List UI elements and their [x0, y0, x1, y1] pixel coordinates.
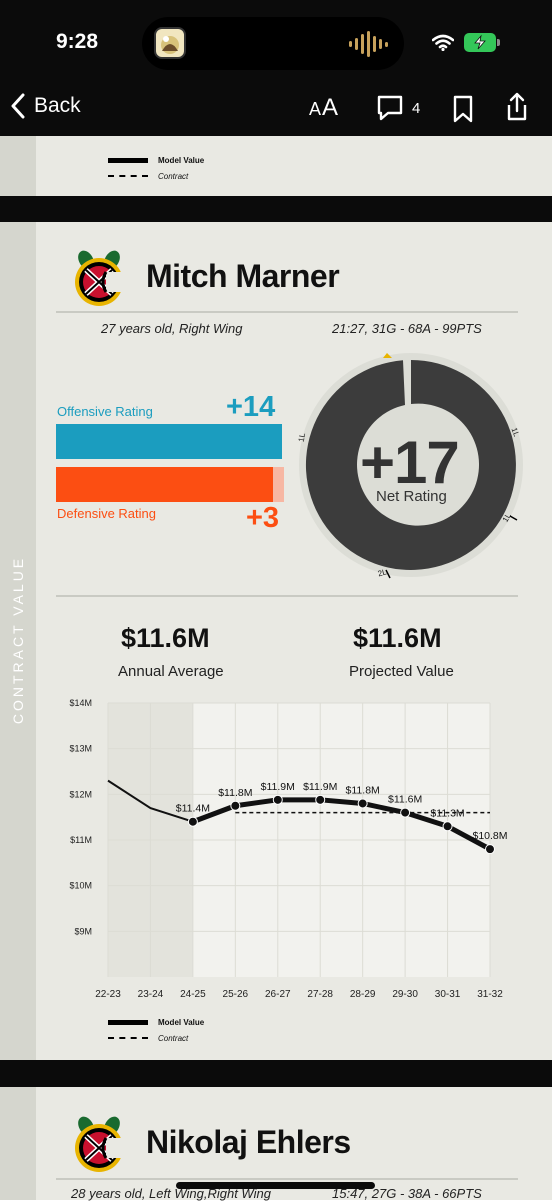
svg-text:2L: 2L	[377, 567, 388, 578]
projected-value: $11.6M	[353, 623, 442, 653]
nav-bar: Back AA 4	[0, 82, 552, 136]
player-bio: 27 years old, Right Wing	[101, 321, 243, 336]
svg-text:1L: 1L	[298, 432, 307, 443]
svg-text:1L: 1L	[510, 426, 522, 438]
legend-model-value: Model Value	[158, 155, 205, 165]
contract-value-side-label: CONTRACT VALUE	[10, 555, 26, 725]
team-logo-icon	[75, 1116, 126, 1172]
home-indicator[interactable]	[176, 1182, 375, 1189]
net-rating-ring: 1L 1L 1L 2L	[298, 353, 523, 578]
net-rating-value: +17	[360, 429, 460, 496]
comments-button[interactable]: 4	[376, 94, 420, 122]
star-icon	[383, 353, 392, 358]
player-name: Mitch Marner	[146, 258, 340, 294]
status-bar: 9:28	[0, 0, 552, 82]
player-name: Nikolaj Ehlers	[146, 1124, 351, 1160]
comments-count: 4	[412, 99, 421, 117]
player-stats: 21:27, 31G - 68A - 99PTS	[332, 321, 482, 336]
battery-tip	[497, 39, 500, 46]
net-rating-label: Net Rating	[376, 488, 447, 505]
dynamic-island[interactable]	[142, 17, 404, 70]
projected-value-label: Projected Value	[349, 663, 454, 680]
legend-model-value: Model Value	[158, 1017, 205, 1027]
defensive-rating-label: Defensive Rating	[57, 506, 156, 521]
chevron-left-icon	[11, 93, 25, 119]
back-label: Back	[34, 94, 81, 117]
team-logo-icon	[75, 250, 126, 306]
bookmark-icon[interactable]	[452, 95, 474, 123]
defensive-rating-bar	[56, 467, 273, 502]
player-card-marner	[0, 222, 552, 1060]
divider	[56, 595, 518, 597]
audio-waveform-icon	[349, 31, 388, 57]
offensive-rating-bar	[56, 424, 282, 459]
team-logo-app-icon	[154, 27, 186, 59]
text-size-button[interactable]: AA	[309, 94, 339, 122]
status-time: 9:28	[56, 30, 99, 53]
battery-icon	[464, 33, 496, 52]
card-separator	[0, 1060, 552, 1087]
player-bio: 28 years old, Left Wing,Right Wing	[71, 1186, 271, 1201]
comment-icon	[377, 95, 403, 121]
side-band	[0, 136, 36, 196]
offensive-rating-label: Offensive Rating	[57, 404, 153, 419]
chart-legend: Model Value Contract	[108, 152, 204, 184]
legend-contract: Contract	[158, 1033, 189, 1043]
legend-contract: Contract	[158, 171, 189, 181]
wifi-icon	[432, 34, 454, 51]
back-button[interactable]: Back	[10, 93, 81, 119]
annual-average-label: Annual Average	[118, 663, 224, 680]
side-band	[0, 222, 36, 1060]
defensive-rating-value: +3	[246, 502, 280, 534]
annual-average-value: $11.6M	[121, 623, 210, 653]
card-separator	[0, 196, 552, 222]
previous-chart-card: Model Value Contract	[0, 136, 552, 196]
chart-legend: Model Value Contract	[108, 1014, 204, 1046]
divider	[56, 1178, 518, 1180]
text-size-label: AA	[309, 94, 340, 121]
side-band	[0, 1087, 36, 1200]
player-stats: 15:47, 27G - 38A - 66PTS	[332, 1186, 482, 1201]
offensive-rating-value: +14	[226, 391, 276, 423]
share-icon[interactable]	[504, 92, 530, 122]
divider	[56, 311, 518, 313]
